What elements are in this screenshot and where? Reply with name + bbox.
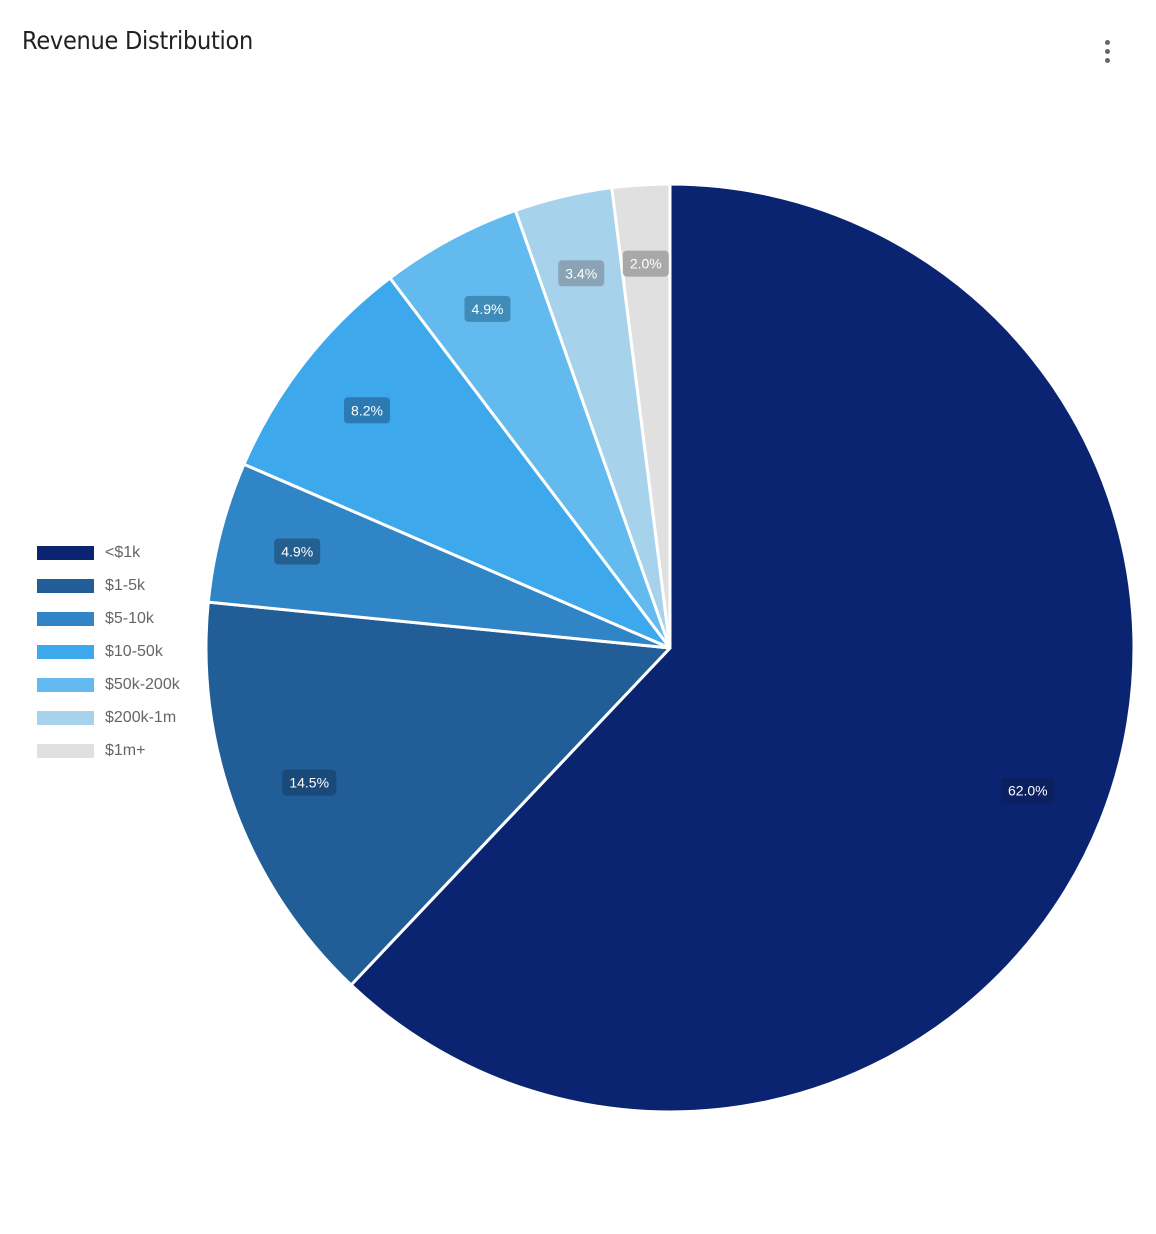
chart-title: Revenue Distribution (22, 26, 254, 55)
slice-label: 4.9% (274, 538, 321, 565)
legend-item[interactable]: $1-5k (37, 569, 217, 602)
slice-label-text: 4.9% (472, 301, 504, 317)
pie-slice[interactable] (349, 182, 1136, 1114)
legend-label: $200k-1m (105, 708, 177, 726)
legend-item[interactable]: $5-10k (37, 602, 217, 635)
legend-label: $10-50k (105, 642, 163, 660)
slice-label-badge (622, 250, 669, 277)
slice-label-text: 8.2% (351, 402, 383, 418)
slice-label-badge (344, 397, 390, 424)
legend-label: <$1k (105, 543, 141, 561)
legend-item[interactable]: <$1k (37, 536, 217, 569)
slice-label: 62.0% (1000, 777, 1055, 804)
slice-label-badge (282, 769, 337, 796)
legend-swatch (37, 644, 94, 659)
legend-label: $5-10k (105, 609, 154, 627)
slice-label-text: 4.9% (281, 544, 313, 560)
slice-label-text: 62.0% (1008, 783, 1048, 799)
legend-item[interactable]: $10-50k (37, 635, 217, 668)
chart-legend: <$1k $1-5k $5-10k $10-50k $50k-200k $200k-1m $… (37, 536, 217, 767)
menu-dot (1104, 57, 1110, 63)
slice-label-badge (464, 295, 511, 322)
legend-swatch (37, 611, 94, 626)
slice-label-badge (558, 260, 605, 287)
legend-label: $1-5k (105, 576, 146, 594)
slice-label: 4.9% (464, 295, 511, 322)
slice-label-text: 2.0% (630, 256, 662, 272)
slice-label: 8.2% (344, 397, 390, 424)
legend-swatch (37, 743, 94, 758)
legend-swatch (37, 677, 94, 692)
legend-item[interactable]: $1m+ (37, 734, 217, 767)
pie-slice[interactable] (610, 182, 672, 650)
slice-label-badge (274, 538, 321, 565)
slice-label: 3.4% (558, 260, 605, 287)
slice-label-text: 14.5% (289, 775, 329, 791)
more-vert-icon[interactable] (1092, 34, 1122, 68)
slice-label: 14.5% (282, 769, 337, 796)
menu-dot (1104, 39, 1110, 45)
menu-dot (1104, 48, 1110, 54)
legend-item[interactable]: $200k-1m (37, 701, 217, 734)
legend-swatch (37, 545, 94, 560)
slice-label-badge (1000, 777, 1055, 804)
slice-label-text: 3.4% (565, 265, 597, 281)
legend-swatch (37, 578, 94, 593)
pie-slice[interactable] (242, 276, 672, 650)
legend-label: $50k-200k (105, 675, 180, 693)
pie-slice[interactable] (204, 600, 672, 987)
legend-label: $1m+ (105, 741, 146, 759)
legend-swatch (37, 710, 94, 725)
slice-label: 2.0% (622, 250, 669, 277)
legend-item[interactable]: $50k-200k (37, 668, 217, 701)
